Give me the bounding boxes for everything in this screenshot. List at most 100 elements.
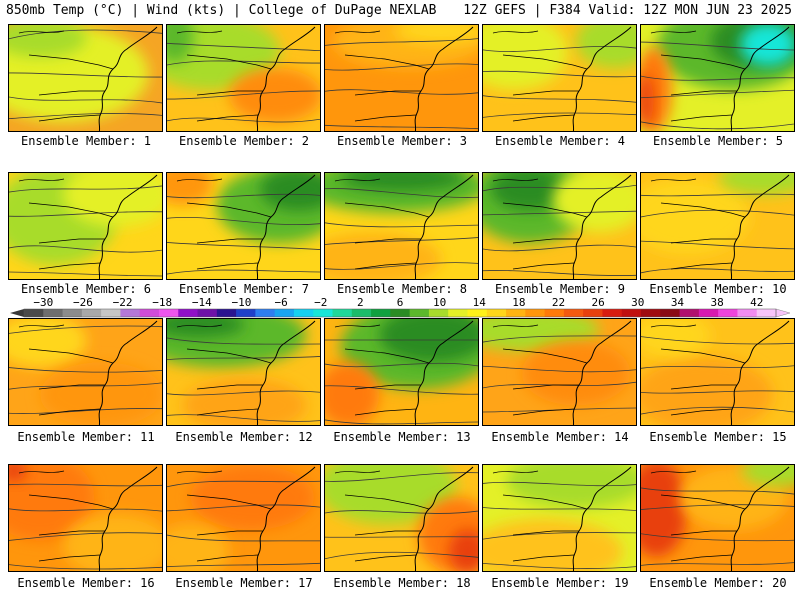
height-contour <box>9 483 162 487</box>
coastline <box>256 320 316 425</box>
lake-shoreline <box>176 324 223 328</box>
colorbar-tick-label: −30 <box>33 296 53 309</box>
state-border <box>512 262 575 270</box>
height-contour <box>167 90 320 100</box>
state-border <box>670 530 737 536</box>
state-border <box>354 114 417 122</box>
colorbar-swatch <box>274 309 295 317</box>
colorbar-swatch <box>139 309 160 317</box>
height-contour <box>9 113 162 120</box>
member-label-19: Ensemble Member: 19 <box>491 576 629 590</box>
state-border <box>344 348 430 364</box>
height-contour <box>483 70 636 78</box>
temperature-map-20 <box>641 465 794 571</box>
temperature-region <box>641 178 750 254</box>
state-border <box>354 554 417 562</box>
colorbar-tick-label: −14 <box>192 296 212 309</box>
state-border <box>28 202 114 218</box>
state-border <box>670 90 737 96</box>
colorbar-tick-label: 2 <box>357 296 364 309</box>
temperature-region <box>325 465 457 525</box>
colorbar-swatch <box>718 309 738 317</box>
height-contour <box>9 408 162 414</box>
colorbar-swatch <box>621 309 642 317</box>
height-contour <box>641 504 794 510</box>
lake-shoreline <box>492 178 539 182</box>
state-border <box>670 114 733 122</box>
state-border <box>354 408 417 416</box>
height-contour <box>641 240 794 250</box>
height-contour <box>641 533 794 542</box>
member-label-7: Ensemble Member: 7 <box>178 282 310 296</box>
member-label-6: Ensemble Member: 6 <box>20 282 152 296</box>
temperature-region <box>9 25 87 58</box>
state-border <box>38 554 101 562</box>
coastline <box>414 466 474 571</box>
temperature-map-17 <box>167 465 320 571</box>
state-border <box>512 238 579 244</box>
state-border <box>28 54 114 70</box>
colorbar-swatch <box>197 309 218 317</box>
ensemble-panel-13 <box>324 318 479 426</box>
height-contour <box>641 365 794 369</box>
height-contour <box>167 269 320 275</box>
height-contour <box>641 89 794 99</box>
colorbar-swatch <box>486 309 507 317</box>
state-border <box>502 494 588 510</box>
height-contour <box>483 507 636 511</box>
state-border <box>354 530 421 536</box>
temperature-map-19 <box>483 465 636 571</box>
chart-title: 850mb Temp (°C) | Wind (kts) | College o… <box>6 3 437 18</box>
height-contour <box>641 193 794 197</box>
height-contour <box>167 480 320 488</box>
state-border <box>186 202 272 218</box>
member-label-13: Ensemble Member: 13 <box>333 430 471 444</box>
coastline <box>572 174 632 279</box>
state-border <box>670 262 733 270</box>
temperature-map-6 <box>9 173 162 279</box>
lake-shoreline <box>334 324 381 328</box>
coastline <box>730 26 790 131</box>
colorbar-swatch <box>467 309 488 317</box>
temperature-map-11 <box>9 319 162 425</box>
colorbar-tick-label: −2 <box>314 296 327 309</box>
state-border <box>196 90 263 96</box>
coastline <box>414 26 474 131</box>
state-border <box>660 202 746 218</box>
member-label-4: Ensemble Member: 4 <box>494 134 626 148</box>
temperature-region <box>325 232 442 279</box>
colorbar-swatch <box>62 309 83 317</box>
temperature-colorbar: −30 −26 −22 −18 −14 −10 −6 −2 2 6 10 14 18 22 26 30 34 38… <box>10 296 791 318</box>
member-label-15: Ensemble Member: 15 <box>649 430 787 444</box>
height-contour <box>641 406 794 415</box>
state-border <box>196 238 263 244</box>
state-border <box>344 494 430 510</box>
height-contour <box>483 270 636 276</box>
lake-shoreline <box>650 470 697 474</box>
temperature-region <box>641 319 711 357</box>
ensemble-panel-4 <box>482 24 637 132</box>
state-border <box>196 114 259 122</box>
state-border <box>512 90 579 96</box>
height-contour <box>9 532 162 541</box>
state-border <box>38 408 101 416</box>
temperature-region <box>167 319 245 338</box>
ensemble-panel-11 <box>8 318 163 426</box>
colorbar-swatch <box>81 309 102 317</box>
member-label-14: Ensemble Member: 14 <box>491 430 629 444</box>
lake-shoreline <box>650 324 697 328</box>
colorbar-swatch <box>737 309 758 317</box>
lake-shoreline <box>492 470 539 474</box>
height-contour <box>167 117 320 123</box>
lake-shoreline <box>334 30 381 34</box>
colorbar-tick-label: 30 <box>631 296 644 309</box>
coastline <box>256 26 316 131</box>
height-contour <box>167 390 320 396</box>
height-contour <box>9 382 162 390</box>
colorbar-swatch <box>506 309 526 317</box>
temperature-map-7 <box>167 173 320 279</box>
lake-shoreline <box>18 178 65 182</box>
colorbar-tick-label: 38 <box>710 296 723 309</box>
coastline <box>414 174 474 279</box>
state-border <box>196 554 259 562</box>
